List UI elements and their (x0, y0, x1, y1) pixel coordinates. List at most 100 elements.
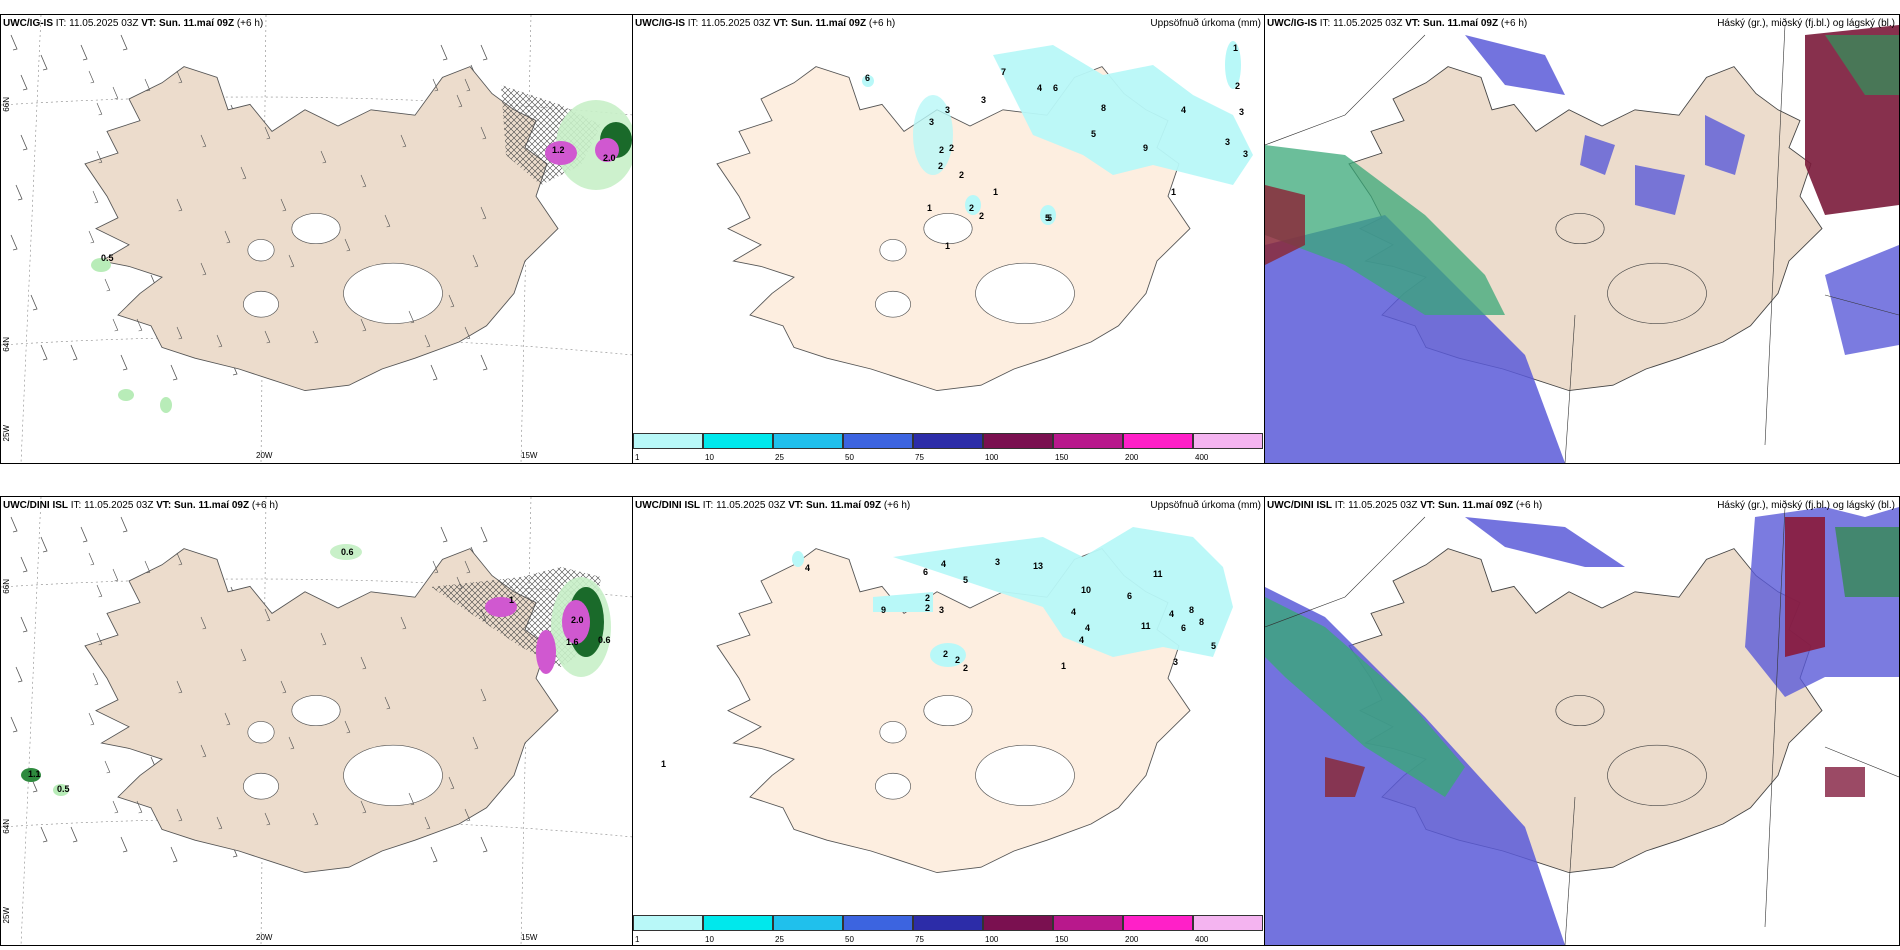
cloud-top-subtitle: Háský (gr.), miðský (fj.bl.) og lágský (… (1717, 18, 1895, 29)
cloud-map-bottom-canvas (1265, 506, 1899, 945)
precip-map-bottom: UWC/DINI ISL IT: 11.05.2025 03Z VT: Sun.… (632, 496, 1266, 946)
legend-tick: 1 (635, 453, 640, 462)
precip-value-label: 1 (661, 759, 667, 769)
cloud-top-title: UWC/IG-IS IT: 11.05.2025 03Z VT: Sun. 11… (1267, 18, 1528, 29)
legend-swatch (1053, 915, 1123, 931)
precip-value-label: 3 (939, 605, 945, 615)
wind-map-top-canvas (1, 15, 633, 463)
precip-value-label: 8 (1189, 605, 1195, 615)
precip-map-top-canvas (716, 41, 1253, 392)
legend-tick: 400 (1195, 453, 1209, 462)
precip-value-label: 11 (1153, 569, 1163, 579)
wind-value-label: 0.5 (101, 253, 114, 263)
wind-map-bottom-canvas (1, 497, 633, 945)
wind-value-label: 2.0 (571, 615, 584, 625)
cloud-map-bottom: UWC/DINI ISL IT: 11.05.2025 03Z VT: Sun.… (1264, 496, 1900, 946)
precip-value-label: 3 (995, 557, 1001, 567)
legend-tick: 25 (775, 935, 784, 944)
precip-value-label: 4 (1169, 609, 1175, 619)
legend-swatch (1193, 433, 1263, 449)
legend-swatch (773, 433, 843, 449)
wind-value-label: 1.1 (28, 769, 41, 779)
precip-value-label: 4 (1071, 607, 1077, 617)
precip-value-label: 3 (945, 105, 951, 115)
precip-value-label: 4 (941, 559, 947, 569)
legend-tick: 100 (985, 453, 999, 462)
legend-tick: 75 (915, 453, 924, 462)
lat-label-66: 66N (2, 579, 11, 594)
lon-label-25: 25W (2, 907, 11, 924)
lat-label-64: 64N (2, 337, 11, 352)
wind-value-label: 0.5 (57, 784, 70, 794)
cloud-map-top-canvas (1265, 24, 1899, 463)
legend-swatch (913, 433, 983, 449)
precip-value-label: 2 (949, 143, 955, 153)
precip-bottom-title: UWC/DINI ISL IT: 11.05.2025 03Z VT: Sun.… (635, 500, 911, 511)
precip-value-label: 1 (993, 187, 999, 197)
legend-tick: 50 (845, 935, 854, 944)
precip-value-label: 2 (938, 161, 944, 171)
legend-tick: 25 (775, 453, 784, 462)
lon-label-20: 20W (256, 933, 273, 942)
legend-swatch (633, 915, 703, 931)
precip-value-label: 2 (1235, 81, 1241, 91)
precip-value-label: 4 (1181, 105, 1187, 115)
precip-value-label: 2 (925, 603, 931, 613)
precip-top-subtitle: Uppsöfnuð úrkoma (mm) (1150, 18, 1261, 29)
legend-swatch (773, 915, 843, 931)
cloud-map-top: UWC/IG-IS IT: 11.05.2025 03Z VT: Sun. 11… (1264, 14, 1900, 464)
precip-value-label: 3 (1239, 107, 1245, 117)
precip-value-label: 2 (969, 203, 975, 213)
wind-value-label: 1.6 (566, 637, 579, 647)
precip-map-top: UWC/IG-IS IT: 11.05.2025 03Z VT: Sun. 11… (632, 14, 1266, 464)
precip-value-label: 2 (979, 211, 985, 221)
precip-value-label: 6 (865, 73, 871, 83)
precip-value-label: 9 (1143, 143, 1149, 153)
wind-value-label: 0.6 (341, 547, 354, 557)
legend-swatch (843, 915, 913, 931)
lon-label-20: 20W (256, 451, 273, 460)
legend-tick: 400 (1195, 935, 1209, 944)
precip-value-label: 1 (1061, 661, 1067, 671)
legend-swatch (1053, 433, 1123, 449)
precip-value-label: 3 (1173, 657, 1179, 667)
legend-swatch (703, 433, 773, 449)
precip-value-label: 4 (805, 563, 811, 573)
legend-tick: 200 (1125, 453, 1139, 462)
cloud-bottom-subtitle: Háský (gr.), miðský (fj.bl.) og lágský (… (1717, 500, 1895, 511)
precip-legend-bottom (633, 915, 1265, 933)
lat-label-66: 66N (2, 97, 11, 112)
legend-tick: 1 (635, 935, 640, 944)
legend-swatch (1123, 915, 1193, 931)
precip-value-label: 2 (939, 145, 945, 155)
cloud-bottom-title: UWC/DINI ISL IT: 11.05.2025 03Z VT: Sun.… (1267, 500, 1543, 511)
precip-value-label: 5 (1211, 641, 1217, 651)
precip-value-label: 4 (1079, 635, 1085, 645)
precip-value-label: 3 (1243, 149, 1249, 159)
precip-value-label: 9 (881, 605, 887, 615)
precip-bottom-subtitle: Uppsöfnuð úrkoma (mm) (1150, 500, 1261, 511)
wind-value-label: 2.0 (603, 153, 616, 163)
legend-swatch (1123, 433, 1193, 449)
lat-label-64: 64N (2, 819, 11, 834)
wind-value-label: 1.2 (552, 145, 565, 155)
precip-value-label: 5 (1045, 213, 1051, 223)
precip-value-label: 10 (1081, 585, 1092, 595)
lon-label-25: 25W (2, 425, 11, 442)
precip-value-label: 7 (1001, 67, 1007, 77)
legend-swatch (983, 915, 1053, 931)
precip-value-label: 8 (1199, 617, 1205, 627)
precip-value-label: 6 (1181, 623, 1187, 633)
precip-value-label: 2 (955, 655, 961, 665)
wind-bottom-title: UWC/DINI ISL IT: 11.05.2025 03Z VT: Sun.… (3, 500, 279, 511)
wind-map-top: UWC/IG-IS IT: 11.05.2025 03Z VT: Sun. 11… (0, 14, 634, 464)
legend-tick: 100 (985, 935, 999, 944)
precip-map-bottom-canvas (716, 527, 1233, 874)
precip-value-label: 13 (1033, 561, 1044, 571)
precip-value-label: 1 (1233, 43, 1239, 53)
legend-tick: 50 (845, 453, 854, 462)
lon-label-15: 15W (521, 451, 538, 460)
legend-swatch (633, 433, 703, 449)
wind-value-label: 0.6 (598, 635, 611, 645)
precip-value-label: 3 (1225, 137, 1231, 147)
